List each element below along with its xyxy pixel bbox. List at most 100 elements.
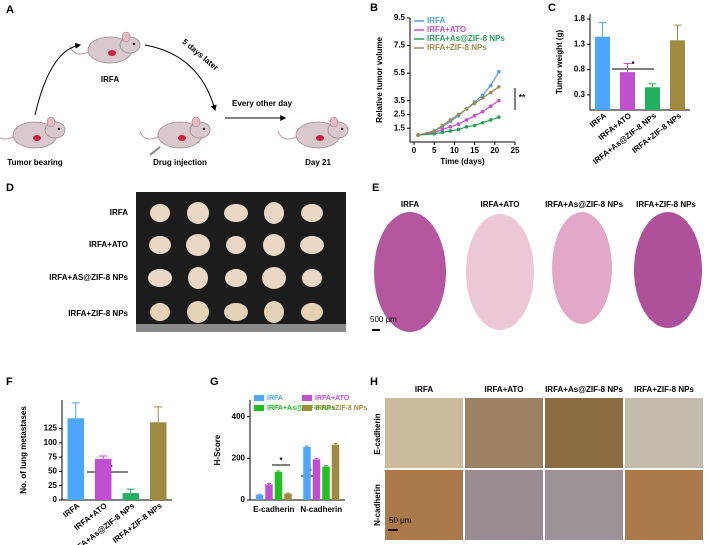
tumor (224, 303, 248, 321)
y-tick-label: 0.8 (574, 65, 586, 74)
y-axis-label: Tumor weight (g) (555, 30, 564, 95)
panel-label: D (6, 182, 14, 194)
bar (322, 466, 330, 500)
marker (432, 131, 437, 136)
micrograph (465, 470, 543, 540)
row-label: N-cadherin (373, 484, 382, 526)
axis (249, 400, 345, 501)
y-tick-label: 2.5 (394, 110, 406, 119)
tissue (466, 214, 534, 330)
legend-label: IRFA+ZIF-8 NPs (315, 405, 367, 412)
marker (472, 114, 477, 118)
column-label: IRFA+ZIF-8 NPs (634, 385, 694, 394)
y-tick-label: 25 (48, 481, 57, 490)
y-tick-label: 9.5 (394, 13, 406, 22)
marker (456, 112, 461, 117)
tumor (149, 236, 171, 254)
y-tick-label: 3.5 (394, 96, 406, 105)
marker (440, 130, 445, 135)
bar (122, 493, 139, 500)
y-tick-label: 0.3 (574, 90, 586, 99)
y-axis-label: No. of lung metastases (19, 406, 28, 494)
bar (670, 40, 685, 111)
error-bar (99, 455, 108, 459)
x-tick-label: 20 (490, 146, 499, 155)
x-tick-label: 10 (450, 146, 459, 155)
arrow (34, 42, 82, 116)
error-bar (314, 457, 319, 460)
panel-label: C (548, 2, 556, 14)
annotation: ** (519, 93, 526, 102)
error-bar (286, 492, 290, 494)
line (417, 86, 500, 136)
y-tick-label: 0 (53, 495, 58, 504)
row-label: IRFA+ZIF-8 NPs (68, 309, 128, 318)
tissue (634, 212, 702, 328)
column-label: IRFA+ATO (480, 200, 519, 209)
label: Day 21 (305, 158, 331, 167)
bar (150, 422, 167, 500)
y-tick-label: 75 (48, 452, 57, 461)
y-tick-label: 200 (232, 453, 246, 462)
bar (620, 72, 635, 110)
mouse-icon (0, 116, 66, 149)
tumor (264, 202, 284, 224)
tumor (226, 236, 246, 254)
annotation: * (279, 456, 283, 465)
tumor (150, 204, 170, 222)
marker (488, 90, 493, 95)
axis (409, 18, 515, 143)
bar (312, 459, 321, 500)
legend-label: IRFA+As@ZIF-8 NPs (427, 34, 505, 43)
marker (488, 104, 493, 108)
annotation: * (631, 60, 635, 69)
marker (488, 118, 493, 122)
x-tick-label: 15 (470, 146, 479, 155)
line (417, 100, 500, 136)
column-label: IRFA+As@ZIF-8 NPs (545, 200, 623, 209)
ruler (136, 324, 346, 332)
mouse-icon (69, 31, 141, 64)
scale-label: 500 μm (370, 315, 397, 324)
error-bar (598, 22, 607, 37)
y-tick-label: 1.3 (574, 39, 586, 48)
error-bar (267, 483, 271, 485)
legend-swatch (254, 405, 264, 411)
x-tick-label: IRFA (588, 111, 608, 129)
tumor (225, 269, 247, 287)
y-tick-label: 50 (48, 467, 57, 476)
tumors (148, 202, 324, 323)
bar (265, 484, 273, 500)
panel-label: E (372, 182, 379, 194)
micrograph (545, 470, 623, 540)
mouse-icon (139, 116, 211, 149)
x-tick-label: E-cadherin (253, 505, 294, 514)
error-bar (623, 63, 632, 73)
marker (488, 83, 493, 88)
error-bar (305, 445, 309, 447)
arrow (144, 44, 217, 112)
legend-label: IRFA (267, 395, 283, 402)
marker (480, 93, 485, 97)
marker (416, 133, 420, 137)
row-label: IRFA (110, 208, 128, 217)
error-bar (126, 488, 135, 494)
tumor (262, 267, 286, 289)
marker (448, 118, 453, 122)
row-label: E-cadherin (373, 413, 382, 454)
panel-label: B (370, 2, 378, 14)
micrograph (545, 398, 623, 468)
tissue (374, 212, 446, 332)
tumor (300, 236, 324, 254)
marker (456, 122, 461, 126)
marker (464, 118, 469, 122)
legend-swatch (302, 395, 312, 401)
panel-label: F (6, 376, 13, 388)
marker (497, 115, 501, 119)
x-tick-label: IRFA+ZIF-8 NPs (111, 501, 164, 545)
marker (472, 123, 477, 128)
label: IRFA (101, 75, 119, 84)
marker (440, 127, 445, 132)
marker (472, 101, 477, 106)
